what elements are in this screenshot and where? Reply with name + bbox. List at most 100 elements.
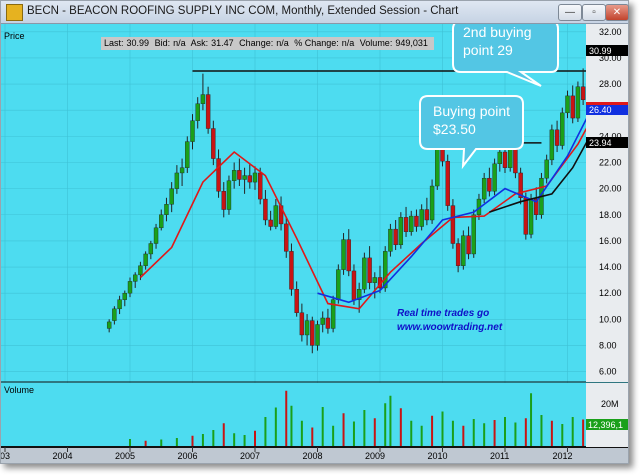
- up-candle: [409, 215, 414, 232]
- down-candle: [393, 228, 398, 246]
- red-moving-average: [139, 115, 595, 310]
- title-bar[interactable]: BECN - BEACON ROOFING SUPPLY INC COM, Mo…: [1, 1, 629, 24]
- volume-bar: [571, 417, 574, 447]
- down-candle: [346, 239, 351, 272]
- up-candle: [252, 172, 258, 183]
- callout2-line2: point 29: [463, 42, 513, 58]
- up-candle: [320, 317, 325, 325]
- volume-bar: [420, 425, 423, 447]
- volume-bar: [451, 420, 454, 447]
- down-candle: [284, 223, 289, 252]
- up-candle: [231, 170, 237, 181]
- up-candle: [174, 172, 180, 189]
- volume-bar: [254, 430, 256, 447]
- up-candle: [497, 151, 502, 165]
- volume-panel: [1, 383, 628, 447]
- up-candle: [435, 147, 440, 187]
- buying-point-callout: Buying point $23.50: [419, 95, 524, 170]
- volume-bar: [540, 415, 543, 447]
- pct-change-value: n/a: [341, 38, 355, 48]
- down-candle: [455, 243, 461, 266]
- up-candle: [148, 243, 154, 255]
- second-buying-point-callout: 2nd buying point 29: [452, 20, 559, 87]
- y-tick-label: 24.00: [599, 131, 622, 141]
- down-candle: [263, 198, 268, 221]
- volume-bar: [332, 425, 335, 447]
- up-candle: [341, 239, 346, 270]
- up-candle: [138, 265, 143, 276]
- volume-bar: [243, 435, 246, 447]
- y-tick-label: 18.00: [599, 210, 622, 220]
- x-tick-label: 2010: [428, 451, 448, 461]
- down-candle: [403, 217, 409, 232]
- up-candle: [143, 253, 148, 266]
- up-candle: [544, 159, 549, 179]
- volume-bar: [285, 390, 288, 447]
- x-tick-label: 2008: [303, 451, 323, 461]
- up-candle: [398, 217, 404, 246]
- volume-bar: [201, 434, 204, 447]
- up-candle: [549, 129, 555, 161]
- y-tick-label: 12.00: [599, 288, 622, 298]
- x-tick-label: 2007: [240, 451, 260, 461]
- volume-bar: [483, 423, 486, 447]
- maximize-button[interactable]: ▫: [582, 4, 606, 21]
- volume-bar: [384, 403, 387, 447]
- promo-line1: Real time trades go: [397, 308, 489, 319]
- chart-window: BECN - BEACON ROOFING SUPPLY INC COM, Mo…: [0, 0, 629, 464]
- up-candle: [471, 214, 476, 255]
- volume-bar: [321, 407, 324, 447]
- volume-value: 949,031: [395, 38, 428, 48]
- down-candle: [450, 205, 456, 244]
- volume-bar: [472, 419, 475, 447]
- down-candle: [580, 86, 586, 100]
- reference-price-badge: 23.94: [589, 138, 612, 148]
- volume-bar: [129, 439, 131, 447]
- x-axis-band: [1, 448, 628, 463]
- volume-bar: [462, 425, 465, 447]
- callout2-line1: 2nd buying: [463, 24, 532, 40]
- up-candle: [429, 185, 435, 221]
- y-tick-label: 8.00: [599, 340, 617, 350]
- up-candle: [122, 292, 127, 300]
- up-candle: [106, 321, 112, 329]
- up-candle: [179, 167, 185, 174]
- x-tick-label: 2009: [365, 451, 385, 461]
- up-candle: [315, 324, 320, 346]
- minimize-button[interactable]: —: [558, 4, 582, 21]
- volume-bar: [233, 433, 236, 447]
- volume-bar: [363, 410, 366, 447]
- volume-panel-label: Volume: [4, 385, 35, 395]
- down-candle: [310, 320, 315, 346]
- down-candle: [299, 312, 305, 336]
- close-button[interactable]: ✕: [605, 4, 629, 21]
- down-candle: [534, 198, 539, 215]
- black-moving-average: [489, 129, 595, 213]
- up-candle: [195, 103, 200, 121]
- ask-label: Ask:: [190, 38, 209, 48]
- x-tick-label: 2011: [490, 451, 509, 461]
- down-candle: [523, 197, 529, 235]
- y-tick-label: 14.00: [599, 262, 622, 272]
- chart-area[interactable]: 2003 2004 2005 2006 2007 2008 2009 2010 2011 2012…: [0, 20, 628, 463]
- y-tick-label: 16.00: [599, 236, 622, 246]
- y-tick-label: 30.00: [599, 53, 622, 63]
- up-candle: [461, 235, 466, 266]
- price-volume-chart[interactable]: 2003 2004 2005 2006 2007 2008 2009 2010 2011 2012…: [0, 20, 628, 463]
- up-candle: [153, 227, 159, 244]
- down-candle: [211, 128, 216, 159]
- up-candle: [356, 289, 362, 300]
- down-candle: [440, 147, 445, 162]
- quote-bar: Last: 30.99 Bid: n/a Ask: 31.47 Change: n/a …: [101, 37, 434, 50]
- down-candle: [268, 219, 273, 227]
- down-candle: [487, 177, 492, 192]
- volume-bar: [144, 440, 147, 447]
- change-label: Change:: [239, 38, 274, 48]
- volume-label: Volume:: [359, 38, 393, 48]
- down-candle: [351, 270, 357, 300]
- up-candle: [330, 299, 336, 329]
- candlestick-series: [106, 38, 596, 354]
- up-candle: [383, 251, 388, 289]
- last-volume-badge: 12,396,1: [588, 420, 623, 430]
- down-candle: [554, 129, 560, 146]
